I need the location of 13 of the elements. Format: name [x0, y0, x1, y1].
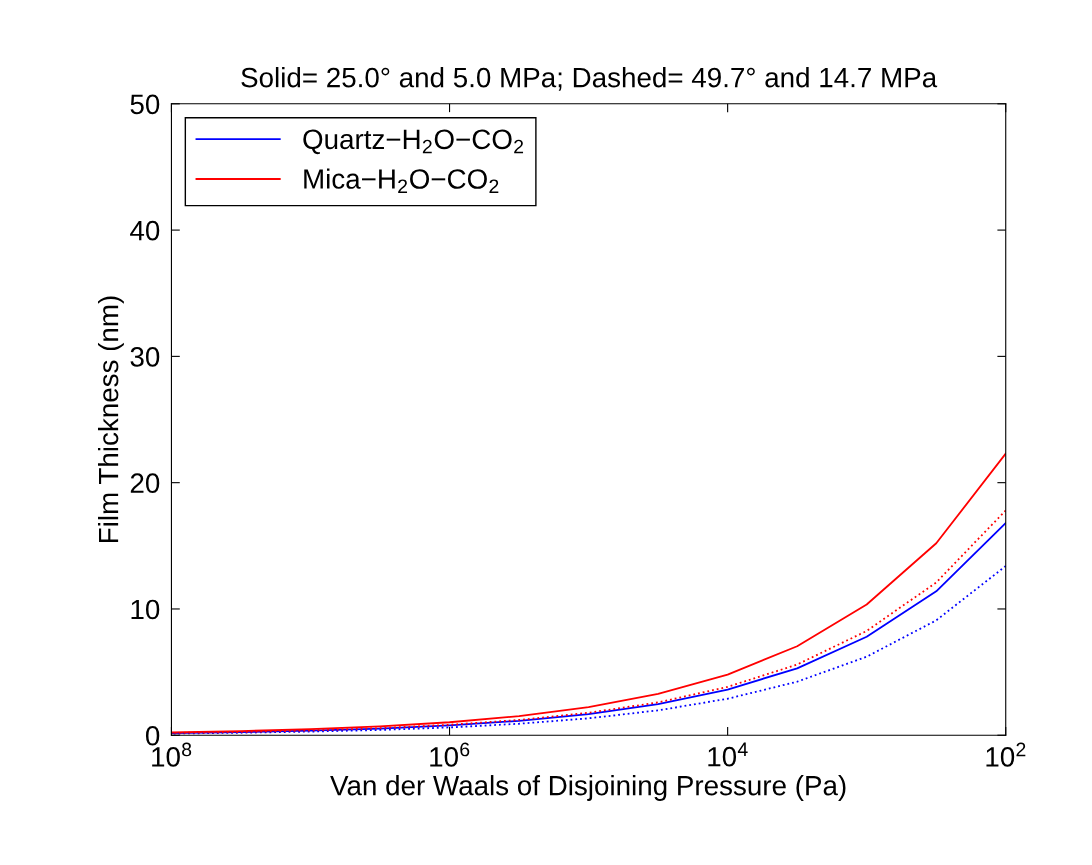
y-tick-label: 10: [131, 599, 160, 620]
x-axis-title: Van der Waals of Disjoining Pressure (Pa): [330, 775, 846, 801]
chart-title: Solid= 25.0° and 5.0 MPa; Dashed= 49.7° and 14.7 MPa: [241, 67, 938, 91]
y-tick-label: 20: [130, 473, 160, 494]
y-tick-label: 40: [130, 220, 160, 241]
y-tick-label: 50: [130, 94, 160, 115]
y-tick-label: 30: [130, 347, 160, 367]
x-tick-label: 10$^{4}$: [708, 742, 748, 767]
x-tick-label: 10$^{2}$: [986, 742, 1026, 767]
y-axis-title: Film Thickness (nm): [97, 296, 124, 542]
x-tick-label: 10$^{6}$: [430, 742, 470, 767]
legend-label: Quartz−H$_{2}$O−CO$_{2}$: [303, 129, 524, 155]
legend-label: Mica−H$_{2}$O−CO$_{2}$: [304, 168, 499, 193]
